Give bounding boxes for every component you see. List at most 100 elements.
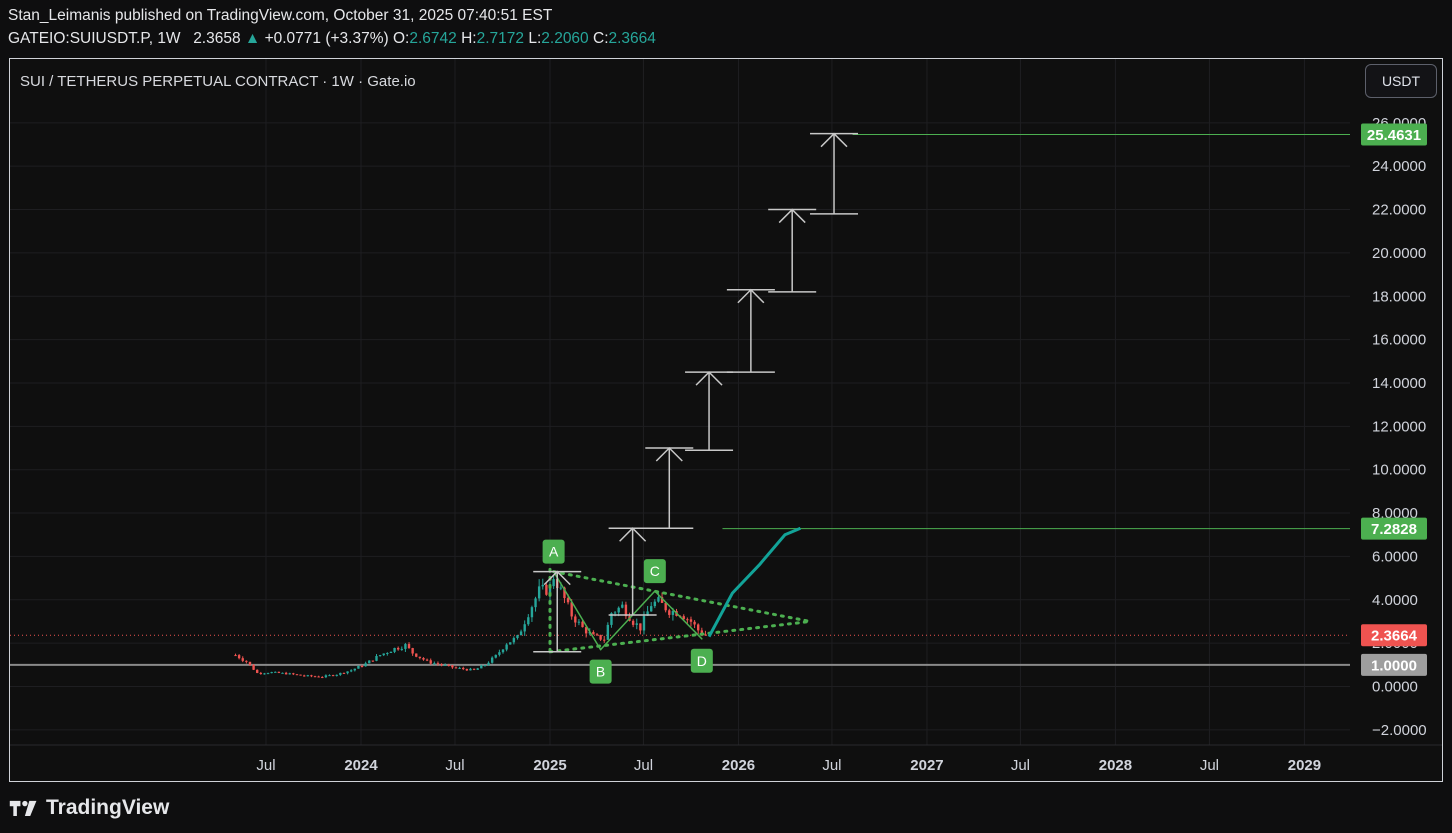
y-tick-label: 20.0000	[1372, 245, 1426, 262]
candle-body	[335, 674, 338, 676]
candle-body	[234, 655, 237, 657]
candle-body	[364, 663, 367, 667]
candle-body	[559, 587, 563, 589]
chart-frame[interactable]	[9, 58, 1443, 782]
x-tick-label: Jul	[445, 757, 464, 774]
candle-body	[357, 665, 360, 669]
candle-body	[259, 672, 263, 674]
candle-body	[469, 668, 472, 671]
level-price-badge-bg	[1361, 653, 1427, 676]
candle-body	[650, 606, 653, 612]
last-price: 2.3658	[193, 30, 241, 47]
candle-body	[433, 663, 436, 665]
last-price-badge-bg	[1361, 624, 1427, 647]
triangle-lower-line	[548, 619, 812, 654]
pattern-leg-cd	[654, 590, 703, 640]
candle-body	[404, 644, 407, 649]
up-triangle-icon: ▲	[244, 30, 261, 47]
candle-body	[541, 584, 544, 587]
interval[interactable]: 1W	[157, 30, 181, 47]
symbol-name[interactable]: GATEIO:SUIUSDT.P	[8, 30, 149, 47]
candle-body	[570, 602, 573, 617]
candle-body	[613, 612, 617, 614]
candle-body	[313, 676, 317, 678]
y-tick-label: −2.0000	[1372, 722, 1427, 739]
y-tick-label: 4.0000	[1372, 592, 1418, 609]
x-tick-label: 2029	[1288, 757, 1321, 774]
candle-body	[462, 667, 465, 670]
candle-body	[436, 663, 440, 665]
candle-body	[653, 601, 657, 607]
candle-body	[415, 653, 418, 657]
candle-body	[321, 677, 324, 679]
high-label: H:	[461, 30, 477, 47]
candle-body	[584, 627, 588, 634]
y-tick-label: 24.0000	[1372, 158, 1426, 175]
pattern-leg-bc	[599, 590, 656, 651]
candle-body	[418, 656, 422, 658]
publish-info: Stan_Leimanis published on TradingView.c…	[8, 7, 553, 24]
candle-body	[657, 597, 660, 602]
candle-body	[624, 604, 628, 617]
candle-body	[292, 673, 295, 675]
pattern-label-box	[643, 559, 666, 584]
candle-body	[610, 613, 613, 625]
close-value: 2.3664	[608, 30, 656, 47]
candle-body	[505, 644, 508, 650]
high-value: 2.7172	[476, 30, 525, 47]
candle-body	[639, 623, 642, 631]
y-tick-label: 16.0000	[1372, 332, 1426, 349]
candle-body	[346, 671, 349, 674]
brand-name: TradingView	[46, 796, 170, 819]
y-tick-label: 6.0000	[1372, 548, 1418, 565]
candle-body	[331, 675, 335, 677]
candle-body	[606, 624, 610, 640]
candle-body	[386, 653, 389, 655]
tradingview-branding[interactable]: TradingView	[8, 796, 169, 820]
pattern-label-d: D	[697, 653, 707, 669]
candle-body	[577, 621, 581, 623]
candle-body	[693, 621, 696, 625]
close-label: C:	[593, 30, 609, 47]
y-tick-label: 10.0000	[1372, 462, 1426, 479]
candle-body	[664, 602, 667, 611]
candle-body	[523, 624, 526, 632]
x-tick-label: Jul	[634, 757, 653, 774]
candle-body	[263, 673, 266, 675]
pattern-label-box	[542, 539, 565, 564]
candle-body	[534, 598, 537, 608]
x-tick-label: 2028	[1099, 757, 1132, 774]
candle-body	[443, 664, 447, 666]
pattern-leg-ab	[552, 570, 602, 651]
candle-body	[306, 675, 310, 677]
candle-body	[476, 668, 479, 670]
candle-body	[472, 668, 476, 670]
candle-body	[375, 655, 378, 661]
candle-body	[621, 604, 624, 608]
plot-area	[10, 132, 1350, 679]
candle-body	[237, 655, 241, 659]
candle-body	[548, 586, 552, 595]
currency-button[interactable]: USDT	[1365, 64, 1437, 98]
target-price-badge-bg	[1361, 517, 1427, 540]
x-tick-label: Jul	[822, 757, 841, 774]
candle-body	[530, 607, 534, 618]
candle-body	[617, 607, 620, 613]
open-label: O:	[392, 30, 410, 47]
candle-body	[277, 671, 281, 673]
x-tick-label: 2024	[344, 757, 378, 774]
candle-body	[704, 634, 707, 636]
candle-body	[635, 623, 638, 625]
candle-body	[671, 611, 675, 615]
candle-body	[371, 660, 375, 662]
open-value: 2.6742	[409, 30, 457, 47]
candle-body	[411, 648, 414, 654]
candle-body	[281, 672, 284, 674]
candle-body	[595, 634, 599, 636]
pattern-label-b: B	[596, 664, 605, 680]
candle-body	[458, 667, 461, 669]
candle-body	[425, 659, 429, 661]
candle-body	[295, 674, 299, 676]
candle-body	[270, 672, 273, 674]
